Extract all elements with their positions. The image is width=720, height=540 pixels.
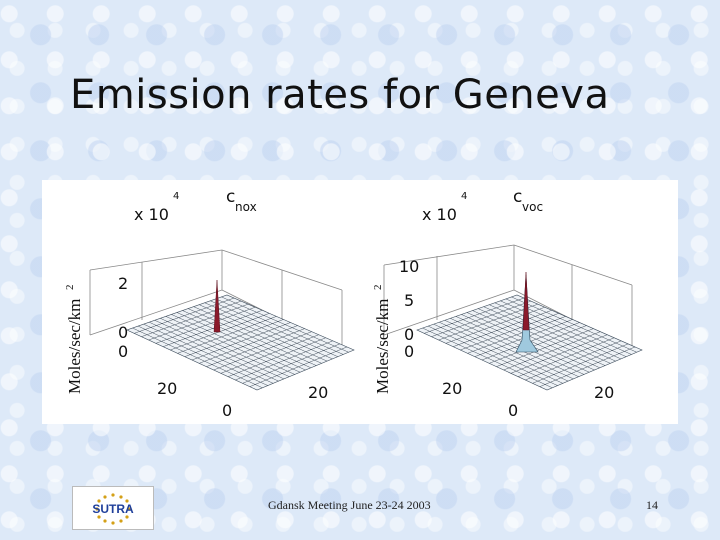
ztick-right-0: 10 bbox=[399, 257, 419, 276]
mesh-line bbox=[242, 343, 340, 384]
emission-peak-left bbox=[213, 279, 221, 333]
surface-plots: x 10 4 c nox 2 0 0 20 0 20 Moles/sec/km … bbox=[64, 187, 643, 420]
mesh-line bbox=[500, 300, 627, 357]
multiplier-left: x 10 bbox=[134, 205, 169, 224]
title-main-right: c bbox=[513, 187, 522, 207]
surface-mesh-left bbox=[126, 294, 355, 391]
emission-figure: x 10 4 c nox 2 0 0 20 0 20 Moles/sec/km … bbox=[42, 180, 678, 424]
mesh-line bbox=[539, 346, 636, 387]
footer-text: Gdansk Meeting June 23-24 2003 bbox=[268, 498, 431, 512]
emission-peak-right-core bbox=[522, 271, 530, 331]
slide-title: Emission rates for Geneva bbox=[70, 72, 610, 118]
plot-voc: x 10 4 c voc 10 5 0 0 20 0 20 Moles/sec/… bbox=[372, 187, 643, 420]
mesh-line bbox=[210, 300, 338, 357]
zlabel-sup-left: 2 bbox=[64, 285, 76, 291]
title-sub-right: voc bbox=[522, 200, 543, 214]
mesh-line bbox=[249, 346, 348, 387]
zlabel-sup-right: 2 bbox=[372, 285, 384, 291]
multiplier-exp-left: 4 bbox=[173, 191, 179, 202]
sutra-logo: SUTRA bbox=[72, 486, 154, 530]
plot-nox: x 10 4 c nox 2 0 0 20 0 20 Moles/sec/km … bbox=[64, 187, 355, 420]
xtick-left-0: 0 bbox=[118, 342, 128, 361]
ytick-right-1: 20 bbox=[594, 383, 614, 402]
ytick-right-0: 0 bbox=[508, 401, 518, 420]
mesh-line bbox=[532, 343, 629, 384]
multiplier-right: x 10 bbox=[422, 205, 457, 224]
ztick-right-1: 5 bbox=[404, 291, 414, 310]
multiplier-exp-right: 4 bbox=[461, 191, 467, 202]
ytick-left-0: 0 bbox=[222, 401, 232, 420]
mesh-line bbox=[221, 296, 349, 353]
logo-text: SUTRA bbox=[92, 502, 134, 516]
ztick-left-1: 0 bbox=[118, 323, 128, 342]
ytick-left-1: 20 bbox=[308, 383, 328, 402]
page-number: 14 bbox=[646, 498, 658, 512]
title-sub-left: nox bbox=[235, 200, 257, 214]
ztick-left-0: 2 bbox=[118, 274, 128, 293]
zlabel-left: Moles/sec/km bbox=[65, 299, 84, 394]
xtick-left-1: 20 bbox=[157, 379, 177, 398]
title-main-left: c bbox=[226, 187, 235, 207]
xtick-right-0: 0 bbox=[404, 342, 414, 361]
mesh-line bbox=[511, 296, 637, 353]
mesh-line bbox=[215, 298, 344, 355]
xtick-right-1: 20 bbox=[442, 379, 462, 398]
ztick-right-2: 0 bbox=[404, 325, 414, 344]
zlabel-right: Moles/sec/km bbox=[373, 299, 392, 394]
